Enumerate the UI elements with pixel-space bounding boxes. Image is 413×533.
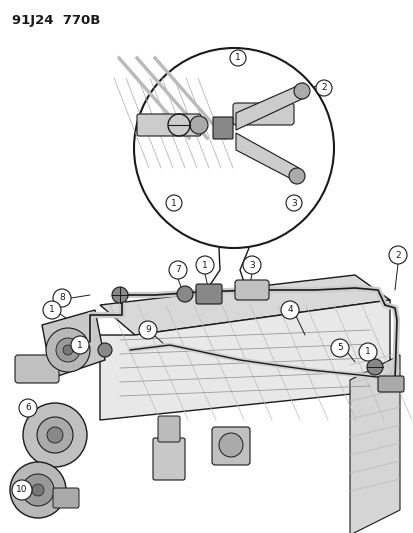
Text: 2: 2 <box>394 251 400 260</box>
Polygon shape <box>235 83 303 130</box>
Text: 1: 1 <box>171 198 176 207</box>
Circle shape <box>134 48 333 248</box>
Text: 1: 1 <box>235 53 240 62</box>
Circle shape <box>293 83 309 99</box>
FancyBboxPatch shape <box>377 376 403 392</box>
FancyBboxPatch shape <box>211 427 249 465</box>
Polygon shape <box>42 310 105 378</box>
FancyBboxPatch shape <box>233 103 293 125</box>
Polygon shape <box>235 133 298 183</box>
Circle shape <box>53 289 71 307</box>
Circle shape <box>98 343 112 357</box>
Text: 10: 10 <box>16 486 28 495</box>
Text: 9: 9 <box>145 326 150 335</box>
Circle shape <box>12 480 32 500</box>
Text: 1: 1 <box>77 341 83 350</box>
Circle shape <box>56 338 80 362</box>
Circle shape <box>71 336 89 354</box>
Circle shape <box>285 195 301 211</box>
Circle shape <box>63 345 73 355</box>
Circle shape <box>43 301 61 319</box>
Circle shape <box>190 116 207 134</box>
Circle shape <box>366 359 382 375</box>
Text: 8: 8 <box>59 294 65 303</box>
Circle shape <box>242 256 260 274</box>
FancyBboxPatch shape <box>195 284 221 304</box>
FancyBboxPatch shape <box>153 438 185 480</box>
Circle shape <box>218 433 242 457</box>
Polygon shape <box>100 275 389 335</box>
Circle shape <box>195 256 214 274</box>
Text: 7: 7 <box>175 265 180 274</box>
Text: 6: 6 <box>25 403 31 413</box>
Text: 1: 1 <box>202 261 207 270</box>
Circle shape <box>280 301 298 319</box>
Text: 3: 3 <box>290 198 296 207</box>
Circle shape <box>388 246 406 264</box>
Circle shape <box>315 80 331 96</box>
Circle shape <box>47 427 63 443</box>
Circle shape <box>19 399 37 417</box>
Polygon shape <box>100 300 389 420</box>
Circle shape <box>10 462 66 518</box>
FancyBboxPatch shape <box>15 355 59 383</box>
FancyBboxPatch shape <box>53 488 79 508</box>
Circle shape <box>46 328 90 372</box>
FancyBboxPatch shape <box>158 416 180 442</box>
Circle shape <box>288 168 304 184</box>
Circle shape <box>112 287 128 303</box>
FancyBboxPatch shape <box>212 117 233 139</box>
Circle shape <box>166 195 182 211</box>
FancyBboxPatch shape <box>137 114 201 136</box>
Circle shape <box>22 474 54 506</box>
Circle shape <box>32 484 44 496</box>
Circle shape <box>358 343 376 361</box>
FancyBboxPatch shape <box>235 280 268 300</box>
Text: 1: 1 <box>49 305 55 314</box>
Text: 1: 1 <box>364 348 370 357</box>
Circle shape <box>169 261 187 279</box>
Circle shape <box>177 286 192 302</box>
Text: 5: 5 <box>336 343 342 352</box>
Circle shape <box>230 50 245 66</box>
Text: 4: 4 <box>287 305 292 314</box>
Circle shape <box>139 321 157 339</box>
Circle shape <box>330 339 348 357</box>
Text: 2: 2 <box>320 84 326 93</box>
Text: 91J24  770B: 91J24 770B <box>12 14 100 27</box>
Polygon shape <box>349 355 399 533</box>
Circle shape <box>37 417 73 453</box>
Circle shape <box>23 403 87 467</box>
Text: 3: 3 <box>249 261 254 270</box>
